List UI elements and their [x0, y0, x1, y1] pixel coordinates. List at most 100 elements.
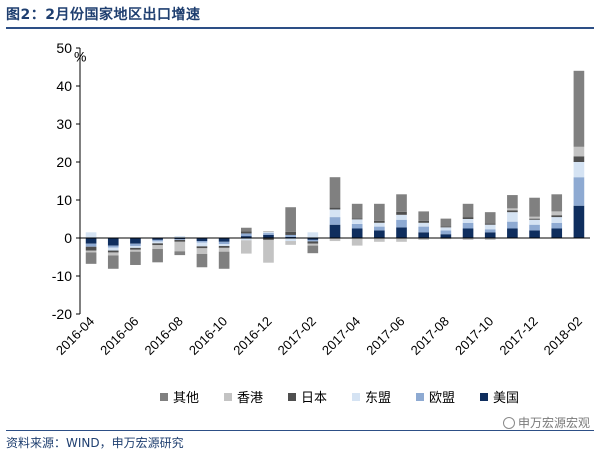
bar-segment	[396, 194, 407, 212]
bar-segment	[285, 241, 296, 245]
bar-segment	[107, 255, 119, 269]
bar-segment	[329, 224, 341, 238]
x-tick-label: 2016-10	[186, 314, 230, 358]
x-tick-label: 2017-10	[452, 314, 496, 358]
bar-segment	[418, 222, 430, 227]
y-axis-unit: %	[74, 48, 86, 64]
bar-segment	[529, 216, 540, 219]
bar-segment	[374, 220, 385, 223]
bar-segment	[263, 238, 274, 240]
bar-segment	[174, 239, 186, 242]
bar-segment	[196, 248, 208, 254]
bar-segment	[307, 232, 319, 238]
bar-segment	[396, 211, 407, 215]
bar-segment	[551, 215, 563, 218]
bar-segment	[529, 219, 540, 225]
bar-segment	[529, 230, 540, 238]
bar-segment	[85, 232, 97, 238]
bar-segment	[174, 239, 186, 240]
y-tick-label: 50	[56, 40, 72, 56]
bar-segment	[529, 218, 540, 220]
bar-segment	[130, 238, 141, 244]
bar-segment	[484, 212, 496, 224]
bar-segment	[130, 245, 141, 248]
bar-segment	[107, 238, 119, 246]
bar-segment	[573, 177, 585, 206]
title-rule	[6, 27, 594, 29]
bar-segment	[551, 211, 563, 216]
bar-segment	[152, 243, 163, 246]
legend-swatch	[224, 393, 232, 401]
bar-segment	[440, 234, 452, 238]
bar-segment	[418, 220, 430, 223]
bar-segment	[418, 211, 430, 221]
x-tick-label: 2016-06	[97, 314, 141, 358]
bar-segment	[507, 221, 518, 229]
bar-segment	[240, 231, 252, 234]
bar-segment	[351, 219, 363, 224]
bar-segment	[152, 241, 163, 244]
bar-segment	[418, 232, 430, 238]
x-tick-label: 2016-08	[142, 314, 186, 358]
footer-rule	[6, 430, 594, 431]
bar-segment	[573, 205, 585, 238]
bar-segment	[329, 177, 341, 208]
bar-segment	[285, 231, 296, 235]
y-tick-label: 40	[56, 78, 72, 94]
bar-segment	[240, 240, 252, 254]
bar-segment	[551, 228, 563, 238]
bar-segment	[85, 250, 97, 253]
bar-segment	[440, 227, 452, 231]
bar-segment	[196, 246, 208, 249]
bar-segment	[218, 247, 230, 252]
bar-segment	[174, 241, 186, 252]
bar-segment	[107, 252, 119, 256]
watermark-text: 申万宏源宏观	[517, 416, 590, 430]
bar-segment	[396, 227, 407, 238]
bar-segment	[507, 228, 518, 238]
bar-segment	[263, 231, 274, 233]
bar-segment	[440, 218, 452, 227]
wechat-icon	[502, 416, 515, 429]
bar-segment	[152, 249, 163, 263]
bar-segment	[130, 247, 141, 250]
bar-segment	[218, 238, 230, 242]
legend-swatch	[352, 393, 360, 401]
bar-segment	[307, 238, 319, 240]
watermark: 申万宏源宏观	[502, 414, 590, 431]
y-tick-label: 0	[64, 230, 72, 246]
bar-segment	[285, 234, 296, 237]
bar-segment	[196, 242, 208, 247]
x-tick-label: 2017-06	[363, 314, 407, 358]
y-tick-label: 20	[56, 154, 72, 170]
bar-segment	[196, 241, 208, 243]
bar-segment	[329, 209, 341, 218]
bar-segment	[285, 238, 296, 242]
bar-segment	[484, 238, 496, 240]
bar-segment	[240, 236, 252, 238]
bar-segment	[174, 251, 186, 256]
bar-segment	[418, 238, 430, 240]
bar-segment	[196, 238, 208, 242]
bar-segment	[130, 243, 141, 246]
legend-swatch	[480, 393, 488, 401]
bar-segment	[462, 222, 474, 229]
bar-segment	[307, 239, 319, 242]
bar-segment	[529, 224, 540, 231]
bar-segment	[351, 218, 363, 220]
bar-segment	[263, 239, 274, 263]
bar-segment	[218, 245, 230, 248]
bar-segment	[196, 253, 208, 268]
bar-segment	[551, 217, 563, 223]
bar-segment	[285, 207, 296, 232]
legend-swatch	[416, 393, 424, 401]
bar-segment	[573, 162, 585, 178]
bar-segment	[462, 219, 474, 223]
bar-segment	[484, 232, 496, 238]
x-tick-label: 2017-12	[496, 314, 540, 358]
bar-segment	[152, 239, 163, 242]
bar-segment	[507, 210, 518, 213]
bar-segment	[529, 197, 540, 217]
bar-segment	[573, 70, 585, 147]
